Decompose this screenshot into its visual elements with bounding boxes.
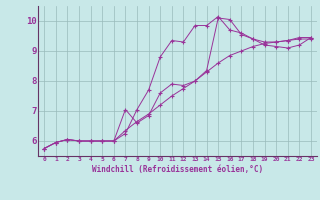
X-axis label: Windchill (Refroidissement éolien,°C): Windchill (Refroidissement éolien,°C) <box>92 165 263 174</box>
